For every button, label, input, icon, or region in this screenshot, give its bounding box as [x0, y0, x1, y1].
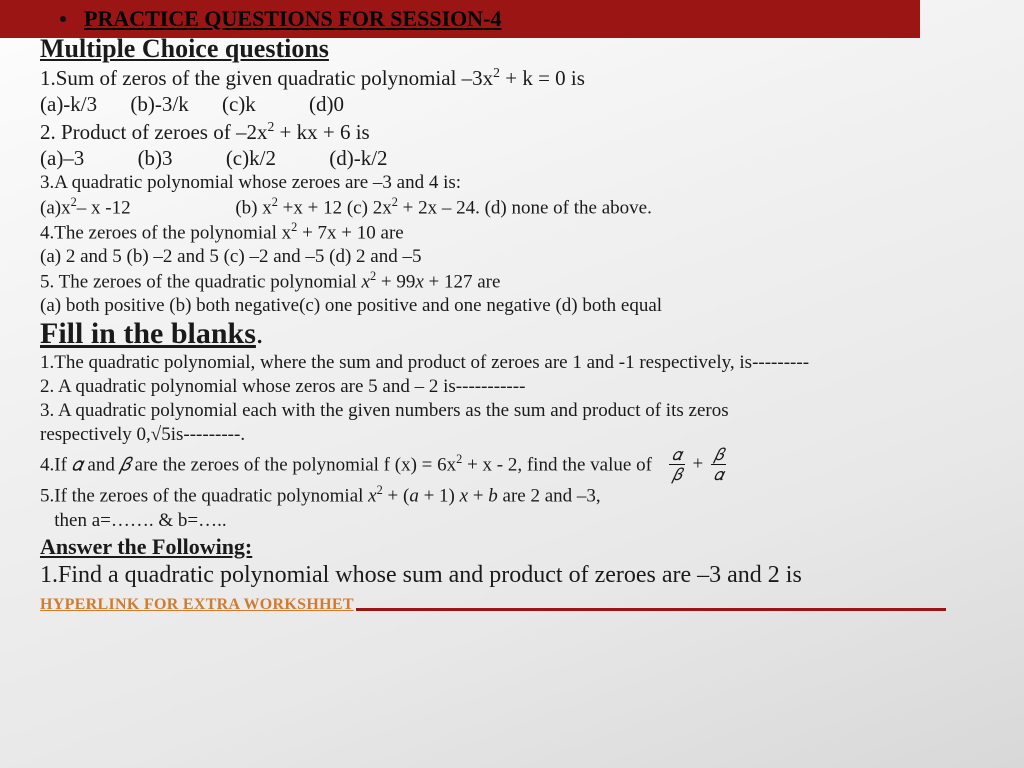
red-underline-rule — [356, 608, 946, 611]
frac-den: 𝛽 — [672, 465, 681, 483]
q3-a: (a)x — [40, 197, 71, 218]
fill-q3b: respectively 0,√5is---------. — [40, 423, 1000, 447]
q2-c: (c)k/2 — [226, 146, 276, 170]
var-alpha: 𝛼 — [72, 455, 83, 476]
fill-heading-row: Fill in the blanks. — [40, 317, 1000, 351]
fill-q3a: 3. A quadratic polynomial each with the … — [40, 399, 1000, 423]
session-title: PRACTICE QUESTIONS FOR SESSION-4 — [84, 6, 501, 32]
f4-a: 4.If — [40, 455, 72, 476]
q2-tail: + kx + 6 is — [274, 120, 369, 144]
q3-b-tail: +x + 12 (c) 2x — [278, 197, 392, 218]
f4-c: are the zeroes of the polynomial f (x) =… — [130, 455, 456, 476]
frac-num: 𝛼 — [669, 446, 685, 465]
plus-sign: + — [692, 454, 703, 475]
mcq-q3: 3.A quadratic polynomial whose zeroes ar… — [40, 171, 1000, 195]
q1-c: (c)k — [222, 92, 256, 116]
extra-worksheet-link[interactable]: HYPERLINK FOR EXTRA WORKSHHET — [40, 596, 354, 614]
fill-q1: 1.The quadratic polynomial, where the su… — [40, 351, 1000, 375]
fill-q5b: then a=……. & b=….. — [40, 509, 1000, 533]
answer-q1: 1.Find a quadratic polynomial whose sum … — [40, 560, 1000, 591]
frac-beta-alpha: 𝛽 𝛼 — [711, 446, 726, 483]
f5-b: + ( — [388, 486, 410, 507]
fill-q5: 5.If the zeroes of the quadratic polynom… — [40, 483, 1000, 508]
f5-c: + 1) — [419, 486, 460, 507]
bullet-icon — [60, 16, 66, 22]
fill-q2: 2. A quadratic polynomial whose zeros ar… — [40, 375, 1000, 399]
frac-den: 𝛼 — [714, 465, 724, 483]
var-beta: 𝛽 — [120, 455, 130, 476]
q2-b: (b)3 — [138, 146, 173, 170]
q4-tail: + 7x + 10 are — [297, 222, 403, 243]
sup-2: 2 — [377, 483, 383, 497]
q1-tail: + k = 0 is — [500, 66, 585, 90]
slide-content: PRACTICE QUESTIONS FOR SESSION-4 Multipl… — [0, 0, 1000, 614]
mcq-q5-opts: (a) both positive (b) both negative(c) o… — [40, 294, 1000, 318]
mcq-q2: 2. Product of zeroes of –2x2 + kx + 6 is — [40, 118, 1000, 145]
f5-d: + — [468, 486, 488, 507]
sup-2: 2 — [493, 65, 500, 80]
fill-q4: 4.If 𝛼 and 𝛽 are the zeroes of the polyn… — [40, 446, 1000, 483]
mcq-q2-opts: (a)–3 (b)3 (c)k/2 (d)-k/2 — [40, 145, 1000, 171]
hyperlink-row: HYPERLINK FOR EXTRA WORKSHHET — [40, 596, 1000, 614]
mcq-q1: 1.Sum of zeros of the given quadratic po… — [40, 64, 1000, 91]
mcq-heading: Multiple Choice questions — [40, 34, 1000, 64]
mcq-q4-opts: (a) 2 and 5 (b) –2 and 5 (c) –2 and –5 (… — [40, 245, 1000, 269]
q2-d: (d)-k/2 — [329, 146, 387, 170]
var-a: a — [409, 486, 419, 507]
f5-e: are 2 and –3, — [498, 486, 601, 507]
q2-stem: 2. Product of zeroes of –2x — [40, 120, 267, 144]
mcq-q4: 4.The zeroes of the polynomial x2 + 7x +… — [40, 220, 1000, 245]
q1-a: (a)-k/3 — [40, 92, 97, 116]
var-x: x — [362, 271, 370, 292]
var-x: x — [460, 486, 468, 507]
q5-c: + 127 are — [424, 271, 501, 292]
q1-d: (d)0 — [309, 92, 344, 116]
f5-a: 5.If the zeroes of the quadratic polynom… — [40, 486, 368, 507]
q3-a-tail: – x -12 — [77, 197, 131, 218]
frac-alpha-beta: 𝛼 𝛽 — [669, 446, 685, 483]
f4-b: and — [83, 455, 120, 476]
q5-b: + 99 — [376, 271, 415, 292]
fill-dot: . — [256, 317, 264, 350]
q1-stem: 1.Sum of zeros of the given quadratic po… — [40, 66, 493, 90]
var-x: x — [368, 486, 376, 507]
mcq-q1-opts: (a)-k/3 (b)-3/k (c)k (d)0 — [40, 91, 1000, 117]
frac-num: 𝛽 — [711, 446, 726, 465]
mcq-q5: 5. The zeroes of the quadratic polynomia… — [40, 269, 1000, 294]
q3-b: (b) x — [235, 197, 271, 218]
var-b: b — [488, 486, 498, 507]
title-row: PRACTICE QUESTIONS FOR SESSION-4 — [40, 6, 1000, 32]
answer-heading: Answer the Following: — [40, 534, 1000, 560]
q1-b: (b)-3/k — [130, 92, 188, 116]
q3-c-tail: + 2x – 24. (d) none of the above. — [398, 197, 652, 218]
q4-stem: 4.The zeroes of the polynomial x — [40, 222, 291, 243]
q2-a: (a)–3 — [40, 146, 84, 170]
q5-a: 5. The zeroes of the quadratic polynomia… — [40, 271, 362, 292]
mcq-q3-opts: (a)x2– x -12 (b) x2 +x + 12 (c) 2x2 + 2x… — [40, 195, 1000, 220]
var-x: x — [415, 271, 423, 292]
f4-d: + x - 2, find the value of — [462, 455, 652, 476]
fill-heading: Fill in the blanks — [40, 317, 256, 350]
